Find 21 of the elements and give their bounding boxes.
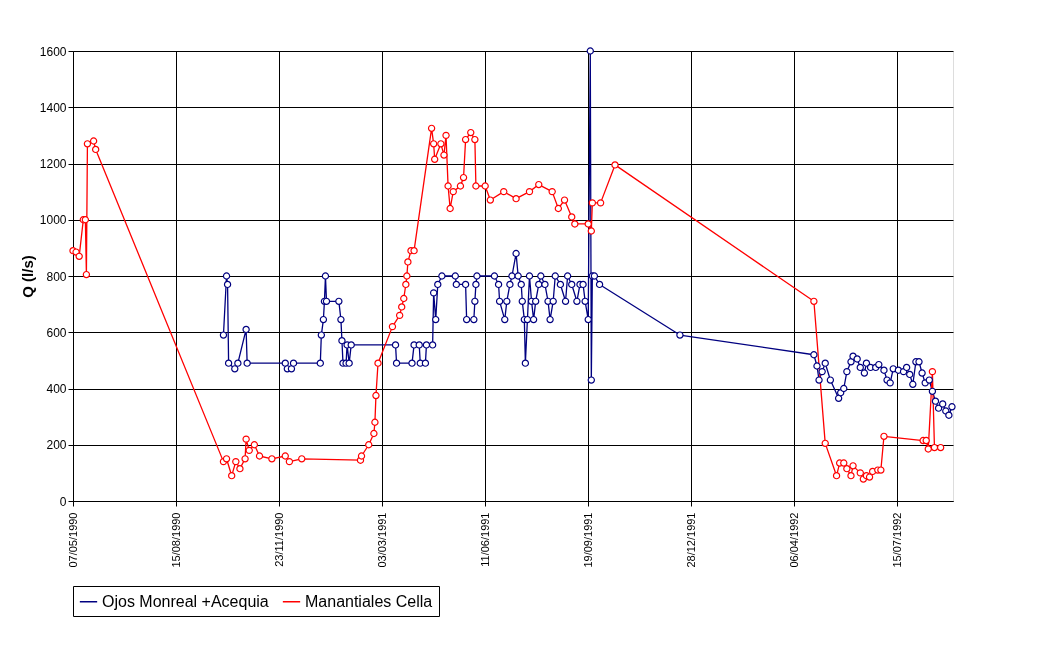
y-axis-title: Q (l/s) — [18, 255, 36, 298]
x-tick-label: 11/06/1991 — [478, 512, 491, 567]
y-tick-label: 1000 — [39, 213, 67, 228]
x-tick-label: 19/09/1991 — [581, 512, 594, 568]
x-tick-label: 03/03/1991 — [375, 512, 388, 568]
y-tick-label: 800 — [46, 269, 67, 284]
x-tick-label: 15/07/1992 — [890, 512, 903, 568]
legend-label: Ojos Monreal +Acequia — [102, 592, 269, 610]
y-tick-label: 400 — [46, 382, 67, 396]
y-tick-label: 1600 — [39, 44, 67, 59]
x-tick-label: 28/12/1991 — [684, 512, 697, 568]
legend-label: Manantiales Cella — [305, 592, 433, 610]
y-tick-label: 0 — [59, 494, 67, 509]
y-tick-label: 1400 — [39, 100, 67, 115]
y-tick-label: 600 — [46, 325, 67, 340]
x-tick-label: 15/08/1990 — [169, 512, 182, 568]
x-tick-label: 23/11/1990 — [272, 512, 285, 567]
y-tick-label: 1200 — [39, 157, 67, 171]
x-tick-label: 07/05/1990 — [66, 512, 79, 568]
x-tick-label: 06/04/1992 — [787, 512, 800, 568]
y-tick-label: 200 — [46, 438, 67, 453]
